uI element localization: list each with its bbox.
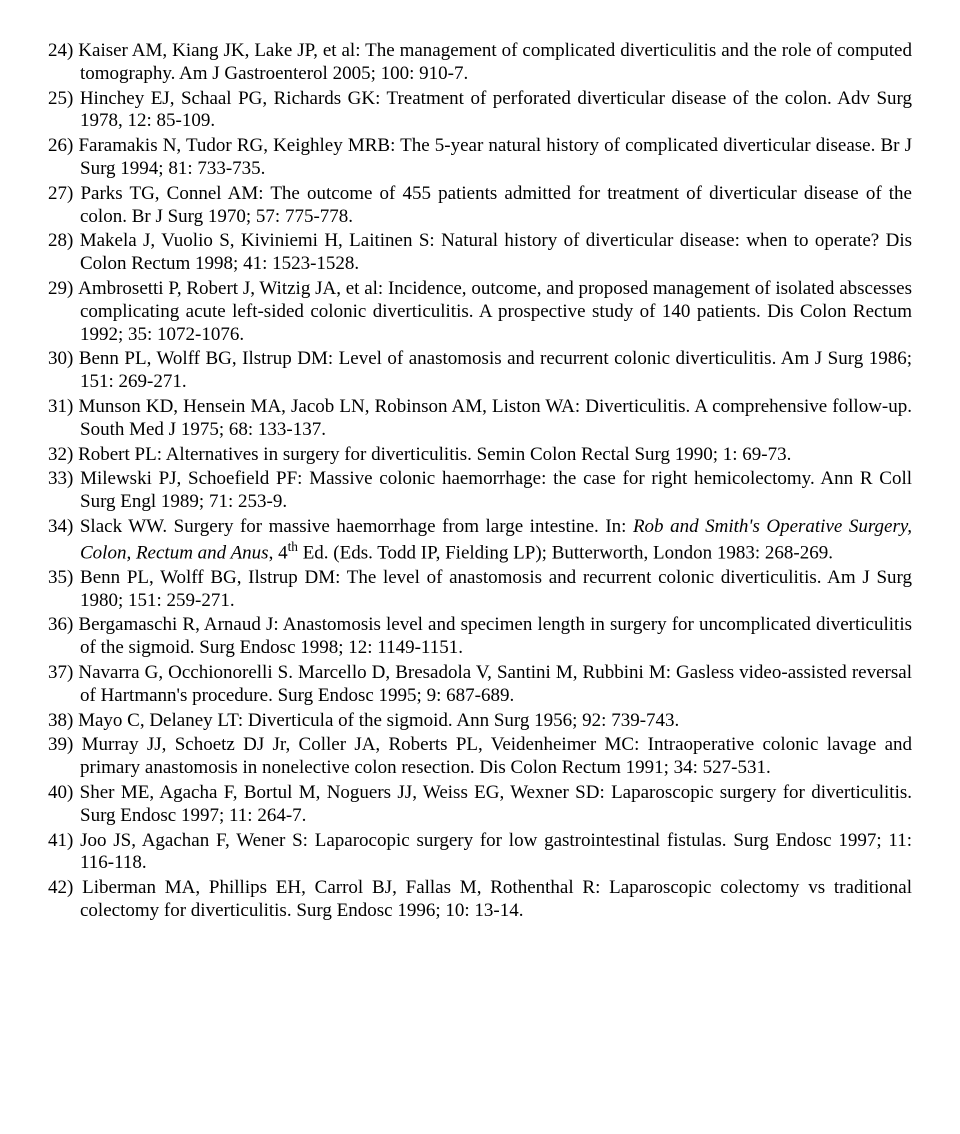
reference-item: 25) Hinchey EJ, Schaal PG, Richards GK: … [48, 88, 912, 134]
reference-item: 40) Sher ME, Agacha F, Bortul M, Noguers… [48, 782, 912, 828]
reference-item: 34) Slack WW. Surgery for massive haemor… [48, 516, 912, 565]
reference-text: Ed. (Eds. Todd IP, Fielding LP); Butterw… [298, 542, 833, 563]
reference-item: 37) Navarra G, Occhionorelli S. Marcello… [48, 662, 912, 708]
reference-item: 42) Liberman MA, Phillips EH, Carrol BJ,… [48, 877, 912, 923]
reference-item: 38) Mayo C, Delaney LT: Diverticula of t… [48, 710, 912, 733]
reference-item: 39) Murray JJ, Schoetz DJ Jr, Coller JA,… [48, 734, 912, 780]
reference-item: 32) Robert PL: Alternatives in surgery f… [48, 444, 912, 467]
references-list: 24) Kaiser AM, Kiang JK, Lake JP, et al:… [48, 40, 912, 923]
reference-text: , 4 [269, 542, 288, 563]
reference-item: 31) Munson KD, Hensein MA, Jacob LN, Rob… [48, 396, 912, 442]
reference-item: 27) Parks TG, Connel AM: The outcome of … [48, 183, 912, 229]
reference-item: 41) Joo JS, Agachan F, Wener S: Laparoco… [48, 830, 912, 876]
reference-item: 29) Ambrosetti P, Robert J, Witzig JA, e… [48, 278, 912, 346]
reference-item: 35) Benn PL, Wolff BG, Ilstrup DM: The l… [48, 567, 912, 613]
reference-item: 24) Kaiser AM, Kiang JK, Lake JP, et al:… [48, 40, 912, 86]
reference-superscript: th [288, 539, 298, 554]
reference-item: 28) Makela J, Vuolio S, Kiviniemi H, Lai… [48, 230, 912, 276]
reference-item: 33) Milewski PJ, Schoefield PF: Massive … [48, 468, 912, 514]
reference-item: 36) Bergamaschi R, Arnaud J: Anastomosis… [48, 614, 912, 660]
reference-item: 30) Benn PL, Wolff BG, Ilstrup DM: Level… [48, 348, 912, 394]
reference-item: 26) Faramakis N, Tudor RG, Keighley MRB:… [48, 135, 912, 181]
reference-text: Slack WW. Surgery for massive haemorrhag… [80, 516, 633, 537]
